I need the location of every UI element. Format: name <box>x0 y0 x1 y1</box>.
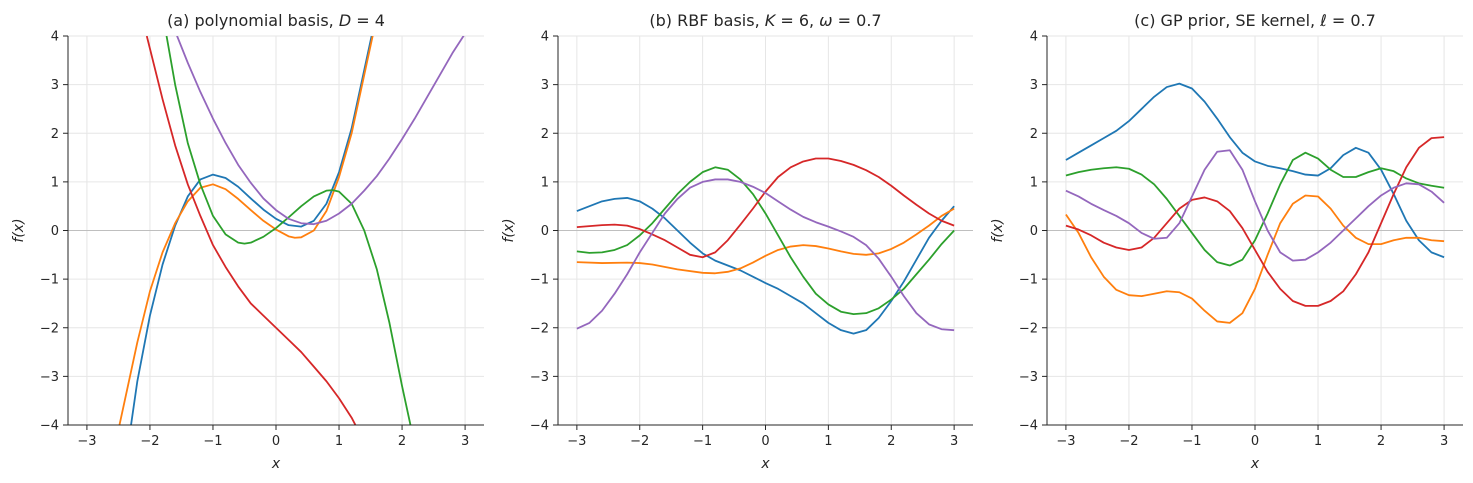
x-tick-label: −1 <box>693 434 712 449</box>
series-line-5 <box>576 178 955 332</box>
y-tick-label: 0 <box>541 224 549 239</box>
y-tick-label: −1 <box>1019 273 1038 288</box>
x-tick-label: −1 <box>1182 434 1201 449</box>
series-line-1 <box>130 36 373 425</box>
x-tick-label: 2 <box>398 434 406 449</box>
y-tick-label: 2 <box>51 127 59 142</box>
chart-title: (a) polynomial basis, D = 4 <box>167 11 385 30</box>
chart-title: (c) GP prior, SE kernel, ℓ = 0.7 <box>1134 11 1376 30</box>
y-tick-label: 3 <box>1030 78 1038 93</box>
y-tick-label: 4 <box>541 30 549 45</box>
y-tick-label: 2 <box>541 127 549 142</box>
series-line-2 <box>1065 194 1445 324</box>
chart-panel-3: −3 −2 −1 0 1 2 3 −4 −3 −2 −1 0 1 2 3 4 x f(x) (c) GP prior… <box>990 11 1463 472</box>
x-tick-label: −3 <box>1056 434 1075 449</box>
y-tick-label: −3 <box>40 370 59 385</box>
x-tick-label: 0 <box>272 434 280 449</box>
series-line-5 <box>176 36 465 226</box>
y-axis-label: f(x) <box>501 218 517 242</box>
chart-panel-1: −3 −2 −1 0 1 2 3 −4 −3 −2 −1 0 1 2 3 4 x f(x) (a) polynomi… <box>11 11 484 472</box>
y-tick-label: 0 <box>1030 224 1038 239</box>
y-axis-label: f(x) <box>990 218 1006 242</box>
x-tick-label: −3 <box>567 434 586 449</box>
y-tick-label: 3 <box>541 78 549 93</box>
x-tick-label: 0 <box>1251 434 1259 449</box>
y-tick-label: −2 <box>40 321 59 336</box>
x-tick-label: −2 <box>1119 434 1138 449</box>
x-tick-label: 2 <box>1377 434 1385 449</box>
y-tick-label: 1 <box>1030 175 1038 190</box>
x-tick-label: −1 <box>203 434 222 449</box>
y-tick-label: −4 <box>40 419 59 434</box>
x-tick-label: 3 <box>1440 434 1448 449</box>
x-tick-label: 3 <box>950 434 958 449</box>
series-line-4 <box>145 36 357 425</box>
x-tick-label: 2 <box>887 434 895 449</box>
y-axis-label: f(x) <box>11 218 27 242</box>
x-tick-label: 1 <box>335 434 343 449</box>
y-tick-label: −1 <box>530 273 549 288</box>
series-line-5 <box>1065 149 1445 262</box>
x-axis-label: x <box>760 456 770 472</box>
x-tick-label: −2 <box>140 434 159 449</box>
y-tick-label: −4 <box>1019 419 1038 434</box>
y-tick-label: 4 <box>51 30 59 45</box>
series-line-4 <box>1065 136 1445 307</box>
y-tick-label: 4 <box>1030 30 1038 45</box>
y-tick-label: −3 <box>530 370 549 385</box>
y-tick-label: 1 <box>51 175 59 190</box>
series-line-2 <box>118 36 374 425</box>
x-tick-label: 3 <box>461 434 469 449</box>
series-line-1 <box>1065 82 1445 259</box>
x-tick-label: −3 <box>77 434 96 449</box>
chart-title: (b) RBF basis, K = 6, ω = 0.7 <box>649 11 881 30</box>
y-tick-label: −2 <box>1019 321 1038 336</box>
chart-panel-2: −3 −2 −1 0 1 2 3 −4 −3 −2 −1 0 1 2 3 4 x f(x) (b) RBF basi… <box>501 11 973 472</box>
y-tick-label: 2 <box>1030 127 1038 142</box>
y-tick-label: −4 <box>530 419 549 434</box>
y-tick-label: −3 <box>1019 370 1038 385</box>
series-line-1 <box>576 197 955 335</box>
y-tick-label: 1 <box>541 175 549 190</box>
x-axis-label: x <box>271 456 281 472</box>
y-tick-label: −1 <box>40 273 59 288</box>
x-tick-label: 1 <box>1314 434 1322 449</box>
series-line-3 <box>1065 151 1445 267</box>
series-line-3 <box>165 36 412 425</box>
series-line-4 <box>576 157 955 259</box>
series-line-3 <box>576 166 955 316</box>
x-axis-label: x <box>1250 456 1260 472</box>
y-tick-label: −2 <box>530 321 549 336</box>
x-tick-label: 1 <box>824 434 832 449</box>
y-tick-label: 0 <box>51 224 59 239</box>
y-tick-label: 3 <box>51 78 59 93</box>
series-line-2 <box>576 207 955 275</box>
x-tick-label: 0 <box>761 434 769 449</box>
x-tick-label: −2 <box>630 434 649 449</box>
